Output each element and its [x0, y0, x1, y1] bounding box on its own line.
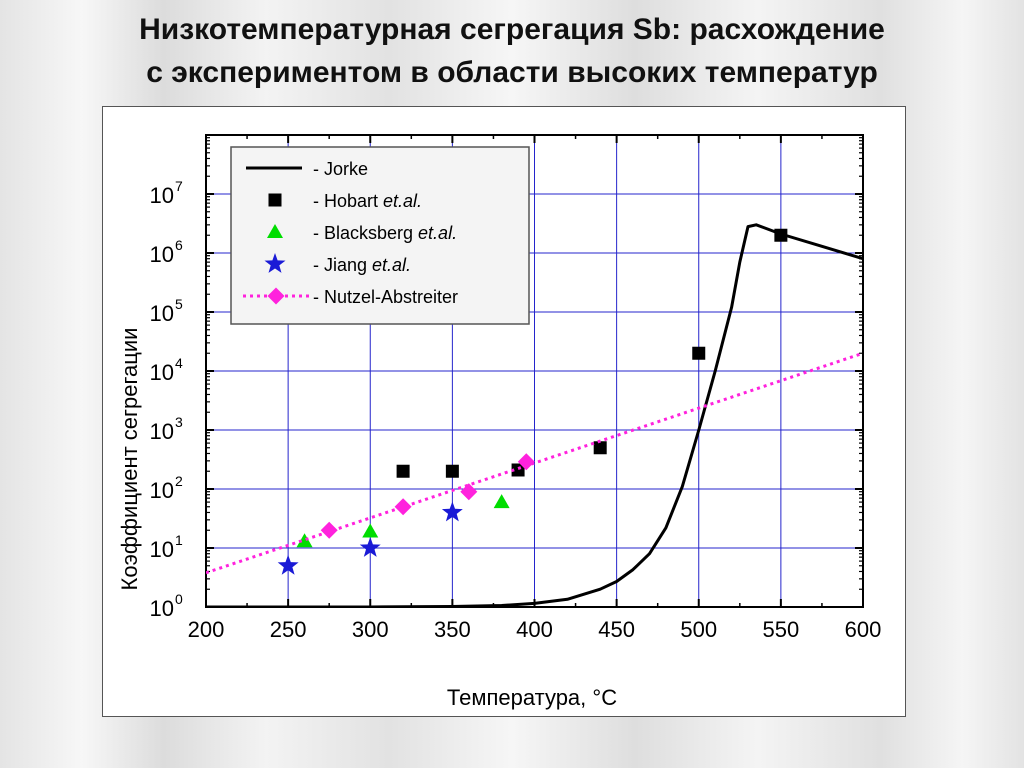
- legend-series-name: Nutzel-Abstreiter: [324, 287, 458, 307]
- x-tick-label: 250: [270, 617, 307, 642]
- jorke-line: [206, 223, 863, 607]
- legend-item: - Jorke: [246, 159, 368, 179]
- x-tick-label: 500: [680, 617, 717, 642]
- data-point: [774, 228, 788, 242]
- slide-title-line-2: с экспериментом в области высоких темпер…: [146, 56, 878, 89]
- y-tick-label-base: 10: [150, 183, 174, 208]
- x-axis-label: Температура, °C: [447, 685, 617, 710]
- x-tick-label: 300: [352, 617, 389, 642]
- series-hobart: [396, 228, 788, 478]
- legend-marker: [268, 193, 282, 207]
- legend-label: - Nutzel-Abstreiter: [313, 287, 458, 307]
- y-tick-label-base: 10: [150, 478, 174, 503]
- data-point: [359, 537, 381, 557]
- legend-item: - Jiang et.al.: [264, 253, 411, 275]
- series-nutzel-abstreiter: [206, 351, 863, 575]
- grid-lines: [205, 135, 864, 608]
- data-point: [362, 523, 379, 538]
- legend-item: - Nutzel-Abstreiter: [243, 287, 458, 307]
- legend-label: - Jiang et.al.: [313, 255, 411, 275]
- y-tick-label-base: 10: [150, 537, 174, 562]
- data-point: [445, 464, 459, 478]
- legend-series-suffix: et.al.: [367, 255, 411, 275]
- y-tick-label-exponent: 4: [175, 355, 183, 371]
- y-tick-label-base: 10: [150, 360, 174, 385]
- legend-series-name: Blacksberg: [324, 223, 413, 243]
- y-tick-label-exponent: 1: [175, 532, 183, 548]
- y-tick-label-base: 10: [150, 596, 174, 621]
- x-tick-label: 350: [434, 617, 471, 642]
- x-tick-label: 200: [188, 617, 225, 642]
- data-point: [441, 501, 463, 522]
- legend-label: - Hobart et.al.: [313, 191, 422, 211]
- data-point: [277, 554, 299, 575]
- slide-title-line-1: Низкотемпературная сегрегация Sb: расхож…: [139, 13, 885, 46]
- y-tick-label-exponent: 2: [175, 473, 183, 489]
- x-tick-label: 550: [763, 617, 800, 642]
- y-tick-label-base: 10: [150, 419, 174, 444]
- legend-series-name: Jorke: [324, 159, 368, 179]
- legend-marker: [267, 224, 283, 238]
- legend-series-name: Jiang: [324, 255, 367, 275]
- legend-marker: [264, 253, 286, 273]
- y-tick-label-exponent: 0: [175, 591, 183, 607]
- x-tick-label: 450: [598, 617, 635, 642]
- data-point: [493, 494, 510, 509]
- data-point: [593, 441, 607, 455]
- legend-series-name: Hobart: [324, 191, 378, 211]
- legend: - Jorke - Hobart et.al. - Blacksberg et.al…: [230, 146, 530, 325]
- y-tick-label-base: 10: [150, 301, 174, 326]
- y-tick-label-exponent: 6: [175, 237, 183, 253]
- data-point: [394, 498, 412, 516]
- data-point: [692, 346, 706, 360]
- legend-series-suffix: et.al.: [378, 191, 422, 211]
- data-point: [296, 533, 313, 548]
- legend-series-suffix: et.al.: [413, 223, 457, 243]
- y-tick-label-base: 10: [150, 242, 174, 267]
- series-jiang: [277, 501, 463, 575]
- series-jorke: [206, 223, 863, 607]
- x-tick-label: 600: [845, 617, 882, 642]
- y-tick-label-exponent: 7: [175, 178, 183, 194]
- data-point: [396, 464, 410, 478]
- legend-item: - Hobart et.al.: [268, 191, 422, 211]
- data-point: [511, 463, 525, 477]
- x-tick-label: 400: [516, 617, 553, 642]
- slide-title: Низкотемпературная сегрегация Sb: расхож…: [0, 8, 1024, 94]
- y-tick-label-exponent: 5: [175, 296, 183, 312]
- y-axis-label: Коэффициент сегрегации: [117, 328, 142, 591]
- legend-label: - Jorke: [313, 159, 368, 179]
- data-point: [320, 521, 338, 539]
- segregation-chart: Коэффициент сегрегации Температура, °C 2…: [117, 134, 882, 710]
- chart-panel: Коэффициент сегрегации Температура, °C 2…: [102, 106, 906, 717]
- axis-ticks: [205, 135, 864, 608]
- legend-label: - Blacksberg et.al.: [313, 223, 457, 243]
- legend-item: - Blacksberg et.al.: [267, 223, 457, 243]
- data-point: [517, 453, 535, 471]
- data-point: [460, 483, 478, 501]
- y-tick-label-exponent: 3: [175, 414, 183, 430]
- series-blacksberg: [296, 494, 510, 548]
- legend-marker: [267, 287, 285, 305]
